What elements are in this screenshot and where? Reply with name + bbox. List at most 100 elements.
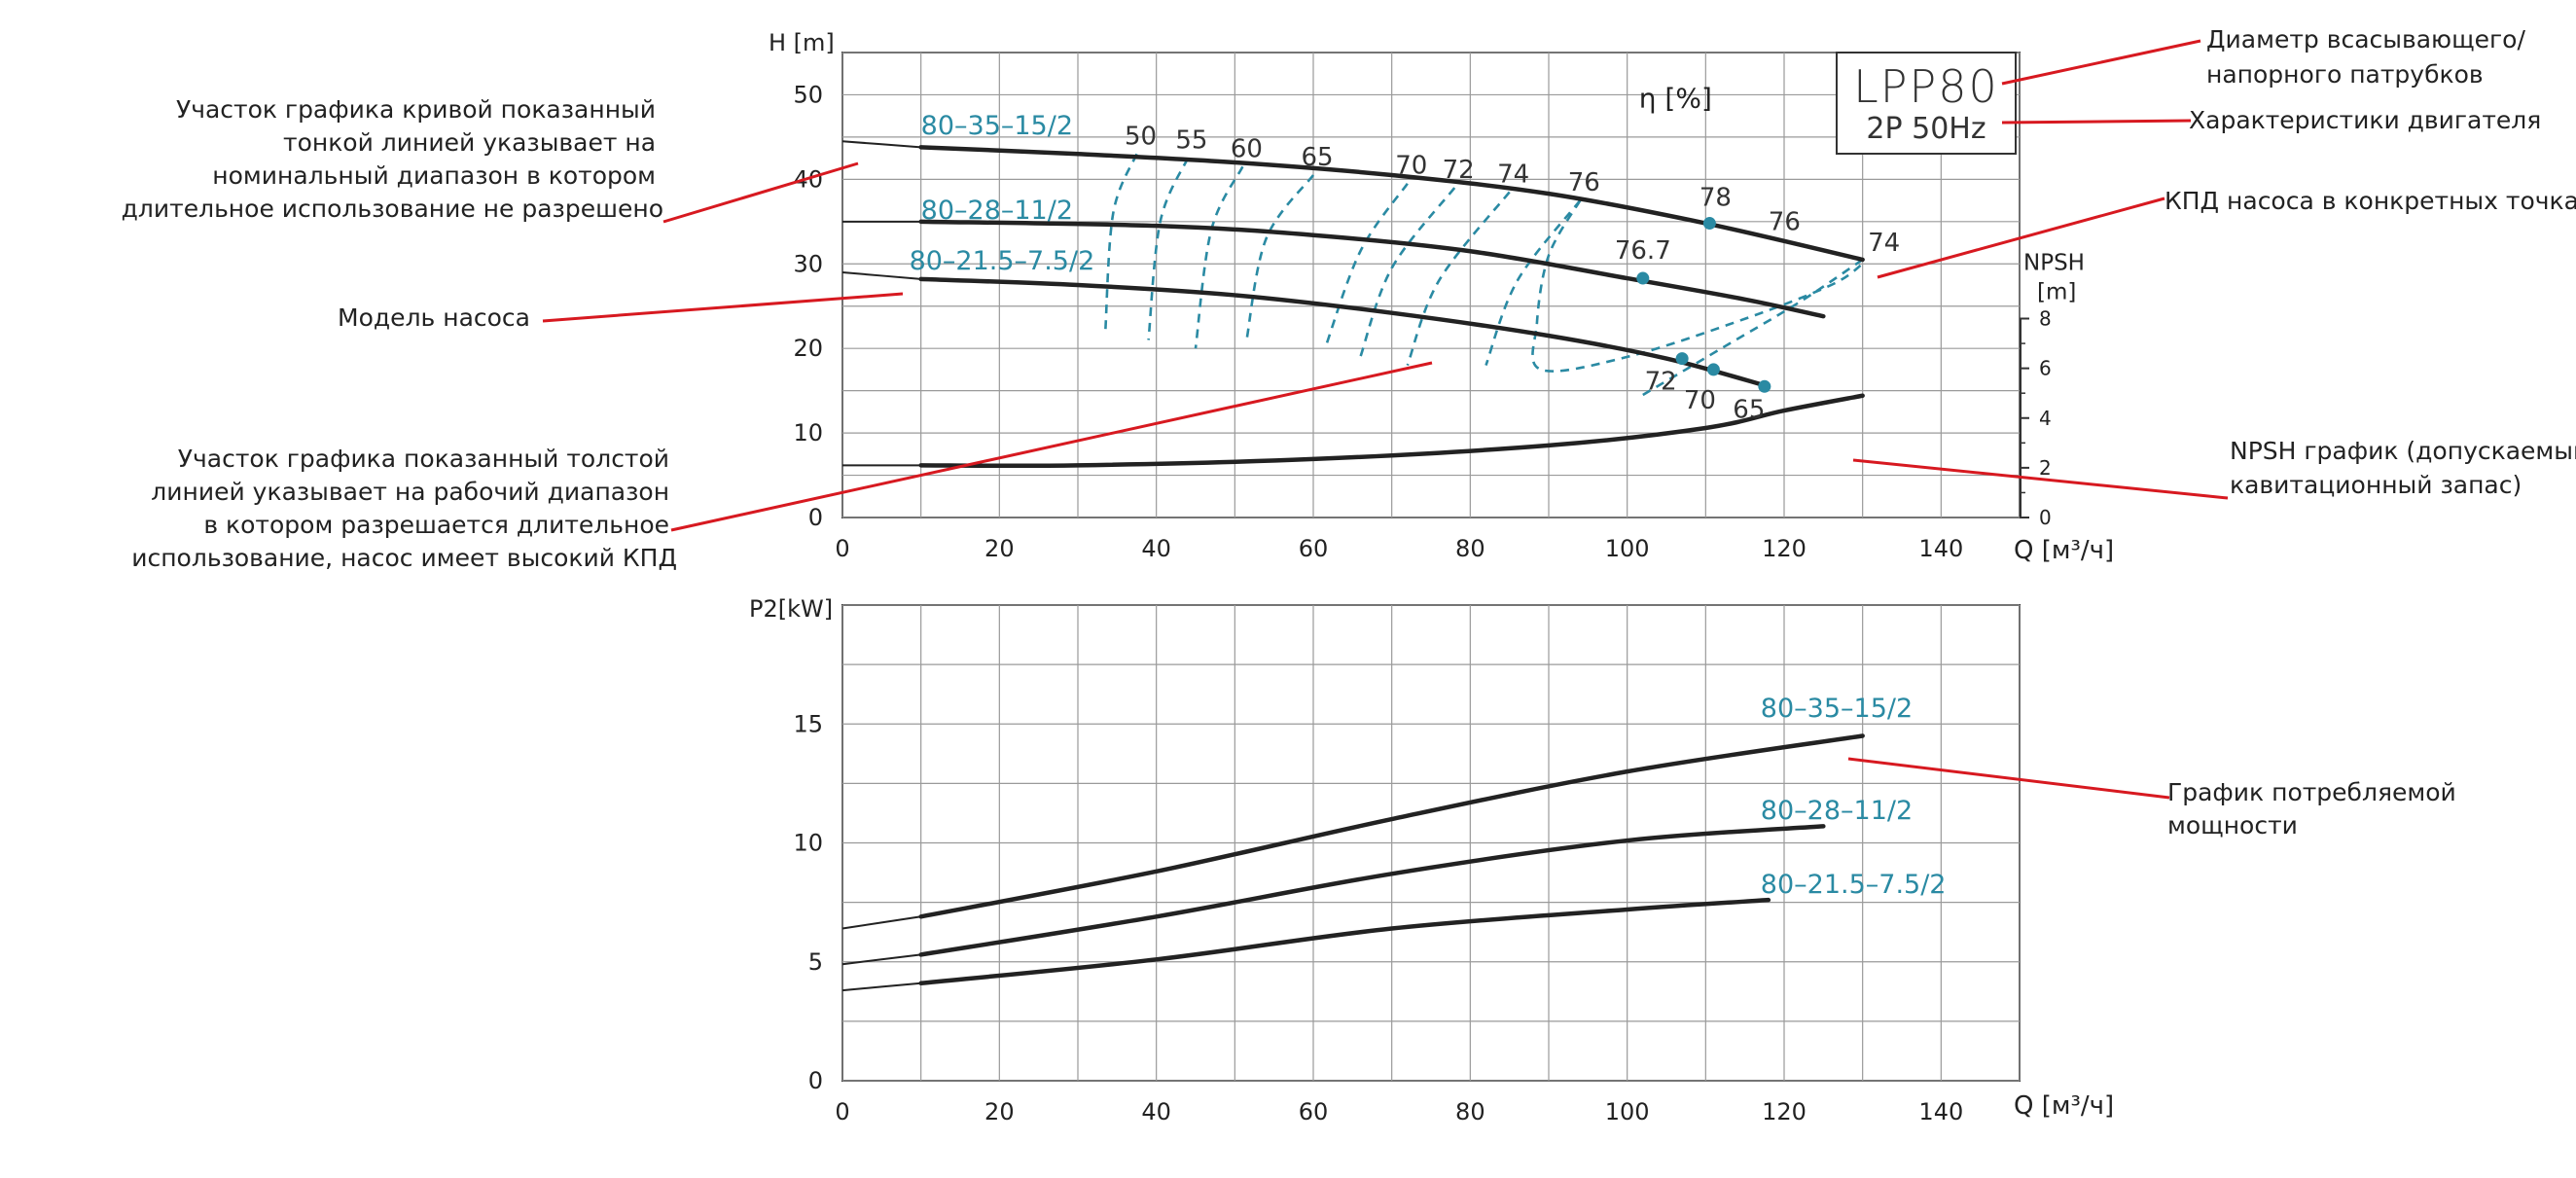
power-series-labels: 80–35–15/2 80–28–11/2 80–21.5–7.5/2 bbox=[1761, 694, 1947, 900]
y-tick-label: 30 bbox=[793, 250, 823, 277]
power-chart: 0 20 40 60 80 100 120 140 0 5 10 15 80–35–15/2 80–28… bbox=[749, 595, 2114, 1125]
power-curve-thin bbox=[841, 982, 921, 992]
head-curve-thick bbox=[918, 276, 1771, 389]
power-curves bbox=[841, 733, 1865, 992]
y-tick-label: 0 bbox=[808, 504, 823, 531]
head-series-label: 80–35–15/2 bbox=[921, 111, 1073, 141]
efficiency-line bbox=[1359, 187, 1456, 358]
efficiency-line-label: 55 bbox=[1175, 126, 1207, 156]
annotation-diameter: Диаметр всасывающего/ напорного патрубко… bbox=[2206, 25, 2533, 89]
x-tick-label: 80 bbox=[1455, 1098, 1485, 1125]
npsh-curve-thick bbox=[918, 393, 1865, 469]
y-tick-label: 20 bbox=[793, 335, 823, 362]
efficiency-line bbox=[1531, 199, 1864, 373]
head-curve-thin bbox=[841, 140, 921, 149]
power-curve-thick bbox=[918, 733, 1865, 919]
efficiency-point-label: 78 bbox=[1699, 184, 1732, 213]
npsh-curve bbox=[841, 393, 1865, 469]
y-tick-label: 10 bbox=[793, 419, 823, 446]
efficiency-line bbox=[1485, 199, 1582, 367]
npsh-tick-label: 0 bbox=[2039, 506, 2052, 529]
x-tick-label: 40 bbox=[1141, 1098, 1171, 1125]
y-tick-label: 5 bbox=[808, 948, 823, 976]
leader-npsh bbox=[1852, 458, 2229, 500]
annotation-power-graph: График потребляемой мощности bbox=[2167, 778, 2464, 839]
efficiency-line bbox=[1103, 153, 1138, 332]
head-x-axis-label: Q [м³/ч] bbox=[2014, 536, 2114, 565]
efficiency-line bbox=[1245, 174, 1315, 340]
leader-diameter bbox=[2001, 39, 2201, 86]
x-tick-label: 120 bbox=[1762, 535, 1807, 562]
leader-motor bbox=[2001, 119, 2192, 125]
power-series-label: 80–35–15/2 bbox=[1761, 694, 1913, 724]
npsh-axis-label: NPSH bbox=[2023, 251, 2085, 276]
annotation-npsh-graph: NPSH график (допускаемый кавитационный з… bbox=[2230, 437, 2576, 499]
head-series-label: 80–21.5–7.5/2 bbox=[910, 246, 1095, 276]
power-y-axis-label: P2[kW] bbox=[749, 595, 833, 623]
annotation-motor: Характеристики двигателя bbox=[2189, 106, 2541, 134]
npsh-tick-label: 6 bbox=[2039, 357, 2052, 380]
npsh-tick-label: 4 bbox=[2039, 407, 2052, 430]
efficiency-extra-label: 76 bbox=[1769, 208, 1801, 237]
x-tick-label: 140 bbox=[1918, 535, 1963, 562]
efficiency-line-label: 50 bbox=[1125, 122, 1157, 151]
x-tick-label: 0 bbox=[835, 535, 849, 562]
efficiency-line bbox=[1642, 258, 1864, 397]
npsh-tick-label: 8 bbox=[2039, 307, 2052, 331]
annotations: Диаметр всасывающего/ напорного патрубко… bbox=[122, 25, 2576, 839]
model-box: LPP80 2P 50Hz bbox=[1836, 52, 2017, 155]
x-tick-label: 60 bbox=[1299, 1098, 1329, 1125]
x-tick-label: 60 bbox=[1299, 535, 1329, 562]
power-curve-thick bbox=[918, 897, 1771, 986]
efficiency-point bbox=[1636, 271, 1650, 285]
efficiency-line bbox=[1406, 191, 1511, 367]
y-tick-label: 10 bbox=[793, 830, 823, 857]
efficiency-point-label: 72 bbox=[1645, 368, 1677, 397]
x-tick-label: 20 bbox=[984, 1098, 1015, 1125]
efficiency-point bbox=[1675, 352, 1689, 366]
efficiency-point-label: 70 bbox=[1684, 386, 1716, 415]
efficiency-line bbox=[1323, 182, 1409, 349]
x-tick-label: 20 bbox=[984, 535, 1015, 562]
efficiency-extra-label: 74 bbox=[1868, 229, 1900, 258]
model-name: LPP80 bbox=[1853, 60, 1999, 113]
head-curve-thick bbox=[918, 219, 1826, 319]
efficiency-line bbox=[1194, 165, 1244, 349]
y-tick-label: 0 bbox=[808, 1067, 823, 1094]
y-tick-label: 50 bbox=[793, 81, 823, 108]
annotation-leaders bbox=[542, 39, 2229, 800]
leader-thick-line bbox=[670, 361, 1433, 532]
head-y-axis-label: H [m] bbox=[769, 29, 835, 56]
efficiency-line-label: 60 bbox=[1231, 134, 1263, 163]
efficiency-point-label: 76.7 bbox=[1615, 236, 1671, 266]
efficiency-point bbox=[1702, 217, 1716, 231]
head-curve-thin bbox=[841, 270, 921, 280]
annotation-kpd-points: КПД насоса в конкретных точках bbox=[2165, 187, 2576, 215]
model-box-frame bbox=[1836, 52, 2017, 155]
y-tick-label: 15 bbox=[793, 710, 823, 737]
x-tick-label: 140 bbox=[1918, 1098, 1963, 1125]
motor-spec: 2P 50Hz bbox=[1866, 112, 1986, 146]
efficiency-point bbox=[1758, 379, 1771, 393]
power-x-axis-label: Q [м³/ч] bbox=[2014, 1091, 2114, 1121]
annotation-thin-line: Участок графика кривой показанный тонкой… bbox=[122, 95, 663, 223]
head-series-label: 80–28–11/2 bbox=[921, 196, 1073, 226]
npsh-tick-label: 2 bbox=[2039, 456, 2052, 480]
power-curve-thin bbox=[841, 953, 921, 966]
power-series-label: 80–28–11/2 bbox=[1761, 796, 1913, 826]
head-series-labels: 80–35–15/2 80–28–11/2 80–21.5–7.5/2 bbox=[910, 111, 1095, 276]
efficiency-axis-label: η [%] bbox=[1639, 82, 1712, 114]
power-curve-thick bbox=[918, 824, 1826, 957]
x-tick-label: 100 bbox=[1605, 535, 1650, 562]
leader-model bbox=[542, 292, 904, 323]
x-tick-label: 40 bbox=[1141, 535, 1171, 562]
power-series-label: 80–21.5–7.5/2 bbox=[1761, 870, 1947, 900]
leader-kpd bbox=[1877, 196, 2165, 279]
x-tick-label: 100 bbox=[1605, 1098, 1650, 1125]
leader-power bbox=[1847, 757, 2170, 800]
annotation-thick-line: Участок графика показанный толстой линие… bbox=[131, 445, 677, 572]
power-chart-ticks: 0 20 40 60 80 100 120 140 0 5 10 15 bbox=[793, 710, 1963, 1125]
